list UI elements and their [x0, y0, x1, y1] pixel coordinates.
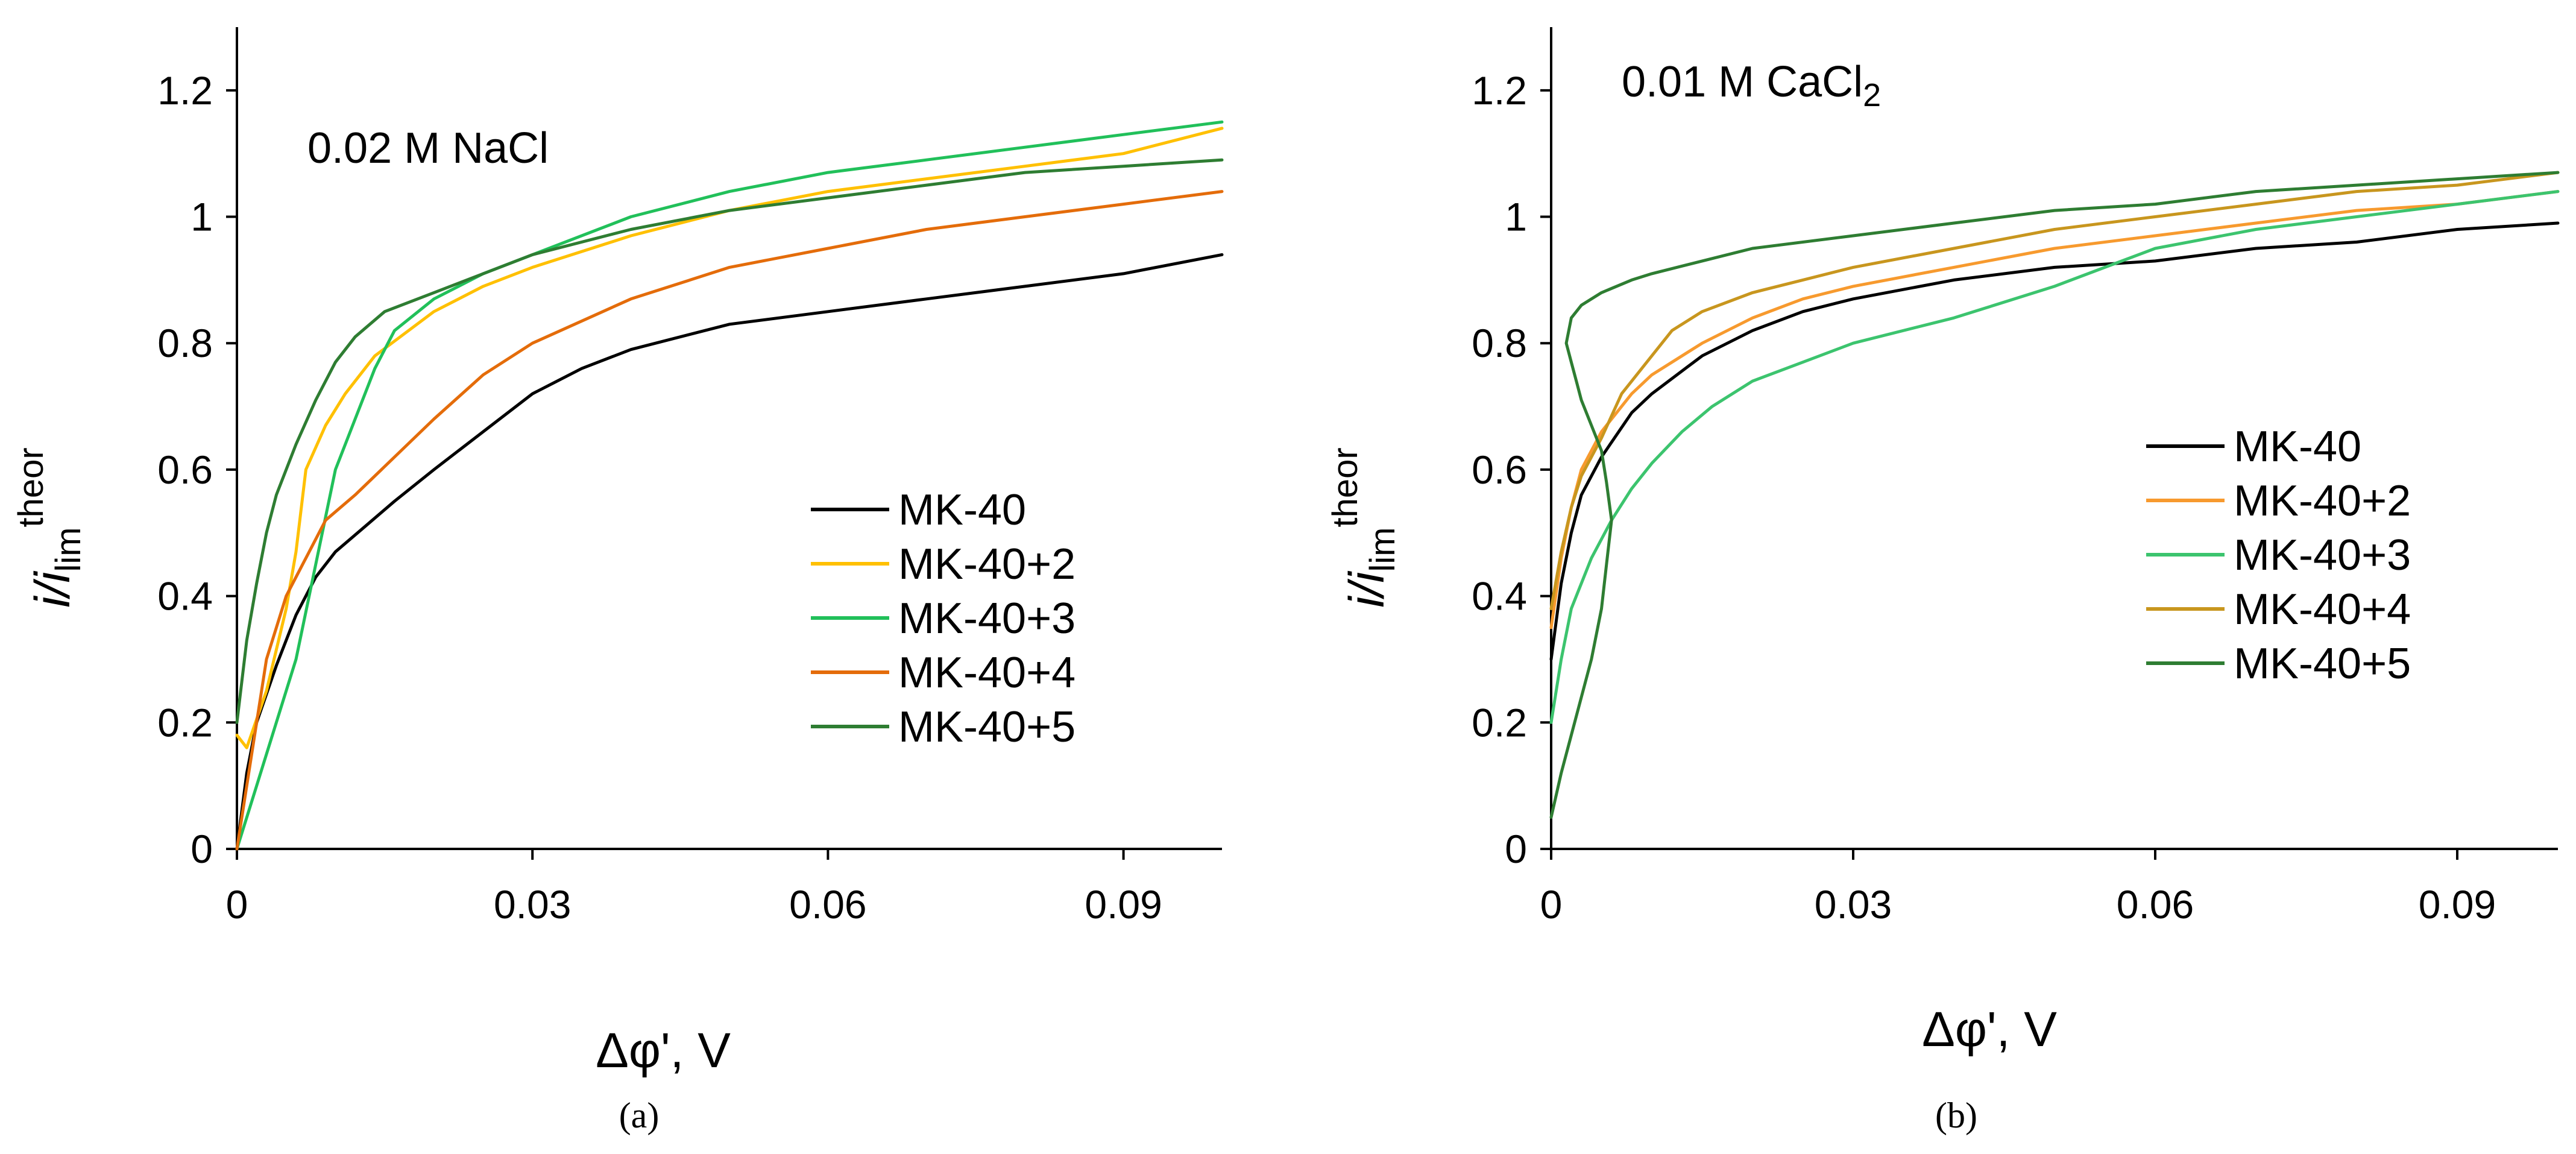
series-line-mk-40 [1549, 221, 2560, 661]
y-tick-label: 0 [1505, 827, 1527, 871]
x-tick-label: 0 [226, 882, 248, 927]
chart-b-tick-labels: 0 0.2 0.4 0.6 0.8 1 1.2 0 0.03 0.06 0.09 [1472, 68, 2496, 927]
x-tick-label: 0.06 [789, 882, 866, 927]
legend-label-mk-40-3: MK-40+3 [2234, 531, 2411, 579]
series-line-mk-40-4 [1549, 171, 2560, 611]
series-line-mk-40-4 [235, 190, 1224, 851]
chart-a-panel-label: (a) [619, 1096, 660, 1135]
legend-label-mk-40-5: MK-40+5 [2234, 640, 2411, 688]
legend-label-mk-40-3: MK-40+3 [898, 594, 1075, 643]
series-line-mk-40-5 [1549, 171, 2560, 819]
chart-panel-a: 0 0.2 0.4 0.6 0.8 1 1.2 0 0.03 0.06 0.09 0.02 M Na… [11, 27, 1224, 1135]
chart-a-series [235, 120, 1224, 851]
legend-label-mk-40-4: MK-40+4 [898, 649, 1075, 697]
series-line-mk-40-3 [235, 120, 1224, 851]
legend-label-mk-40: MK-40 [2234, 423, 2361, 471]
y-tick-label: 0.2 [157, 700, 213, 745]
chart-a-tick-labels: 0 0.2 0.4 0.6 0.8 1 1.2 0 0.03 0.06 0.09 [157, 68, 1162, 927]
chart-b-series [1549, 171, 2560, 819]
series-line-mk-40-2 [235, 127, 1224, 749]
series-line-mk-40-5 [235, 158, 1224, 724]
chart-b-legend: MK-40 MK-40+2 MK-40+3 MK-40+4 MK-40+5 [2146, 423, 2411, 688]
y-tick-label: 0.4 [1472, 574, 1527, 619]
y-tick-label: 0.8 [1472, 321, 1527, 365]
y-tick-label: 0 [191, 827, 213, 871]
y-tick-label: 1 [191, 195, 213, 239]
chart-b-y-axis-title: i/ilimtheor [1326, 447, 1402, 608]
legend-label-mk-40-5: MK-40+5 [898, 703, 1075, 751]
x-tick-label: 0.09 [1085, 882, 1162, 927]
legend-label-mk-40-2: MK-40+2 [2234, 477, 2411, 525]
series-line-mk-40-2 [1549, 190, 2560, 629]
legend-label-mk-40-4: MK-40+4 [2234, 585, 2411, 634]
chart-panel-b: 0 0.2 0.4 0.6 0.8 1 1.2 0 0.03 0.06 0.09 0.01 M Ca… [1326, 27, 2560, 1135]
series-line-mk-40-3 [1549, 190, 2560, 724]
x-tick-label: 0 [1540, 882, 1563, 927]
chart-b-x-axis-title: Δφ', V [1922, 1002, 2057, 1057]
chart-b-panel-label: (b) [1935, 1096, 1977, 1135]
chart-a-y-axis-title: i/ilimtheor [11, 447, 88, 608]
y-tick-label: 0.4 [157, 574, 213, 619]
chart-a-annotation: 0.02 M NaCl [307, 124, 549, 172]
x-tick-label: 0.09 [2419, 882, 2496, 927]
y-tick-label: 0.6 [157, 447, 213, 492]
x-tick-label: 0.03 [494, 882, 571, 927]
x-tick-label: 0.06 [2117, 882, 2194, 927]
x-tick-label: 0.03 [1815, 882, 1892, 927]
y-tick-label: 0.8 [157, 321, 213, 365]
chart-a-legend: MK-40 MK-40+2 MK-40+3 MK-40+4 MK-40+5 [811, 486, 1075, 751]
y-tick-label: 1.2 [1472, 68, 1527, 113]
chart-b-annotation: 0.01 M CaCl2 [1622, 58, 1881, 113]
series-line-mk-40 [235, 253, 1224, 851]
y-tick-label: 0.2 [1472, 700, 1527, 745]
y-tick-label: 0.6 [1472, 447, 1527, 492]
y-tick-label: 1.2 [157, 68, 213, 113]
chart-b-axes [1540, 27, 2558, 860]
chart-a-x-axis-title: Δφ', V [596, 1023, 731, 1078]
y-tick-label: 1 [1505, 195, 1527, 239]
legend-label-mk-40: MK-40 [898, 486, 1026, 534]
legend-label-mk-40-2: MK-40+2 [898, 540, 1075, 588]
